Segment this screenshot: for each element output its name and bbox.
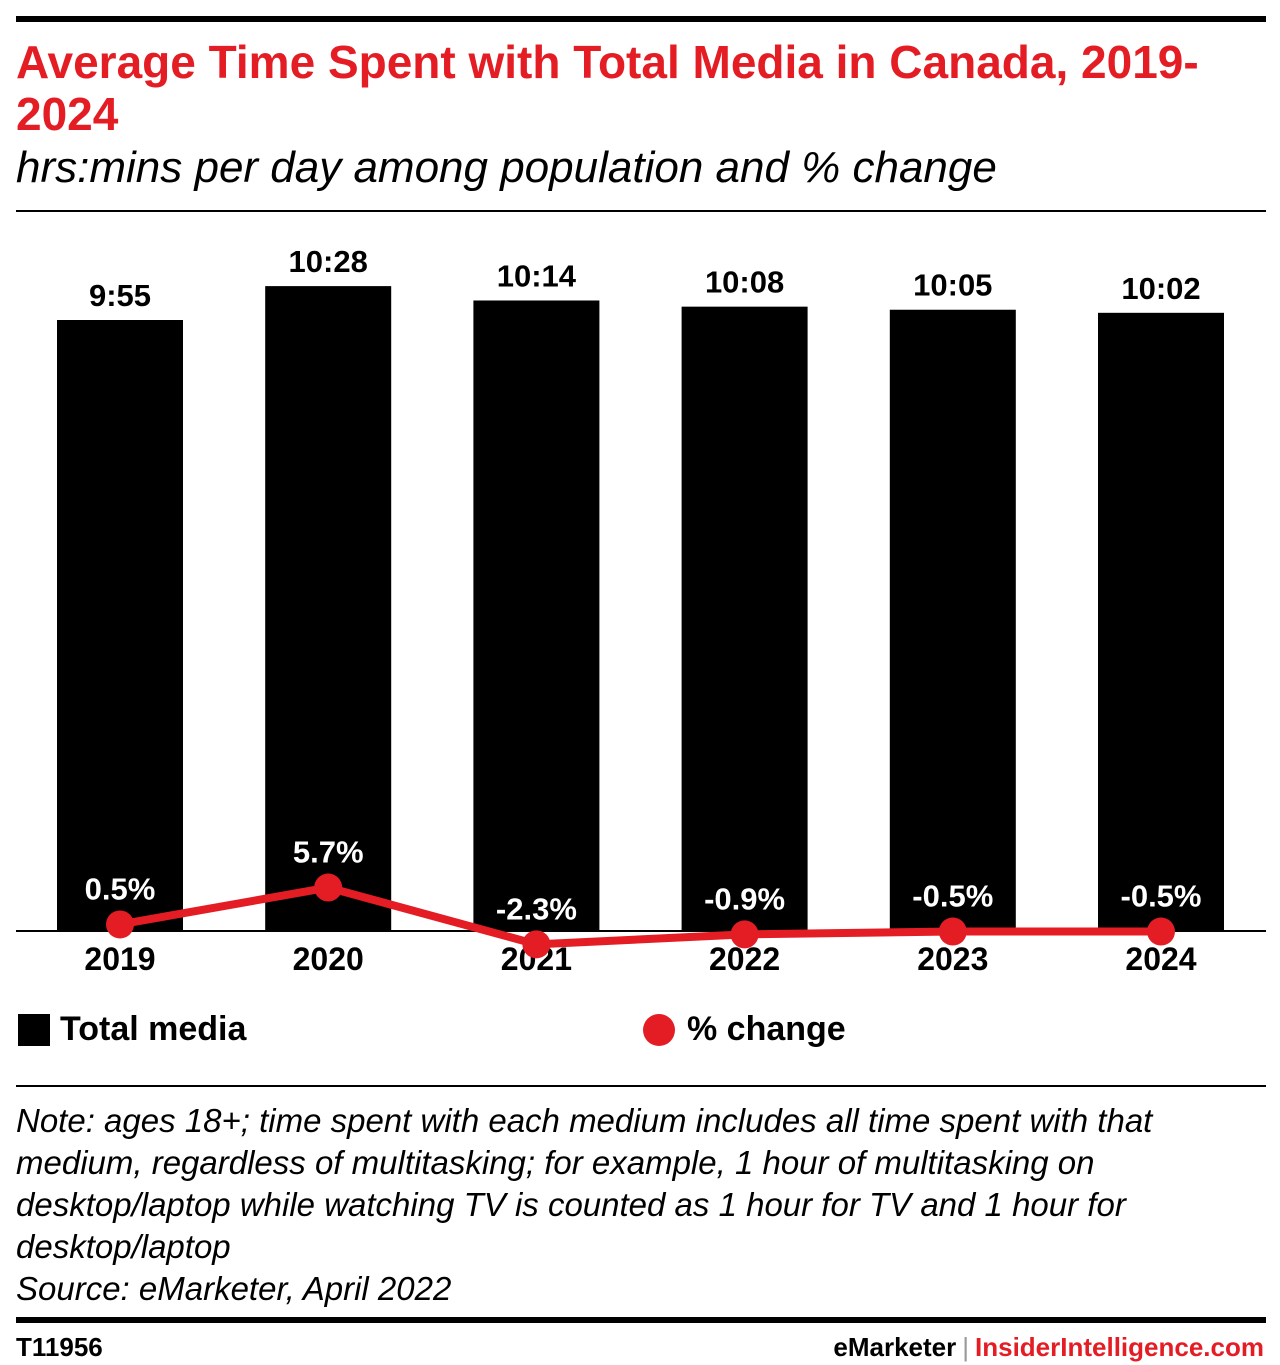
bar-2019 [57, 320, 183, 931]
bar-2021 [473, 300, 600, 931]
chart-note: Note: ages 18+; time spent with each med… [16, 1102, 1153, 1265]
bar-value-label: 10:28 [289, 244, 368, 279]
legend-label-percent-change: % change [687, 1010, 846, 1048]
x-tick-label: 2019 [84, 941, 155, 977]
bar-2023 [889, 309, 1016, 931]
brand-insider-intelligence: InsiderIntelligence.com [975, 1332, 1264, 1362]
x-tick-label: 2020 [293, 941, 364, 977]
note-divider [16, 1085, 1266, 1087]
brand-separator: | [962, 1332, 970, 1362]
legend-label-total-media: Total media [60, 1010, 247, 1048]
series-line-percent-change [119, 883, 1161, 949]
line-point-2019 [106, 910, 134, 939]
legend-swatch-square [18, 1013, 50, 1046]
line-value-label: -0.5% [1121, 879, 1202, 914]
line-value-label: 5.7% [293, 835, 364, 870]
line-point-2021 [522, 930, 551, 959]
line-value-label: -0.9% [704, 881, 785, 916]
line-value-label: -0.5% [912, 879, 993, 914]
line-point-2024 [1147, 917, 1175, 946]
bar-2024 [1098, 312, 1224, 931]
top-rule [16, 16, 1266, 22]
line-point-2020 [314, 873, 343, 902]
chart-id: T11956 [16, 1332, 103, 1362]
bar-2020 [265, 286, 392, 931]
line-point-2022 [730, 920, 759, 949]
x-tick-label: 2024 [1125, 941, 1196, 977]
header-divider [16, 210, 1266, 212]
footer-brand: eMarketer | InsiderIntelligence.com [833, 1332, 1264, 1363]
chart-title: Average Time Spent with Total Media in C… [16, 36, 1199, 140]
bar-2022 [681, 306, 808, 932]
legend-swatch-dot [643, 1013, 675, 1046]
x-tick-label: 2023 [917, 941, 988, 977]
line-value-label: -2.3% [496, 891, 577, 926]
bar-value-label: 10:14 [497, 258, 577, 293]
bar-value-label: 10:05 [913, 268, 992, 303]
chart-source: Source: eMarketer, April 2022 [16, 1270, 452, 1307]
chart-area: 9:55 10:28 10:14 10:08 10:05 10:02 2019 2020 202… [16, 244, 1266, 977]
chart-subtitle: hrs:mins per day among population and % … [16, 143, 997, 192]
bar-value-label: 9:55 [89, 278, 151, 313]
legend-item-total-media: Total media [18, 1010, 246, 1049]
bar-value-label: 10:02 [1121, 271, 1200, 306]
bottom-rule [16, 1317, 1266, 1323]
line-value-label: 0.5% [85, 871, 156, 906]
line-point-2023 [938, 917, 967, 946]
brand-emarketer: eMarketer [833, 1332, 957, 1362]
legend-item-percent-change: % change [643, 1010, 846, 1049]
bar-value-label: 10:08 [705, 265, 784, 300]
